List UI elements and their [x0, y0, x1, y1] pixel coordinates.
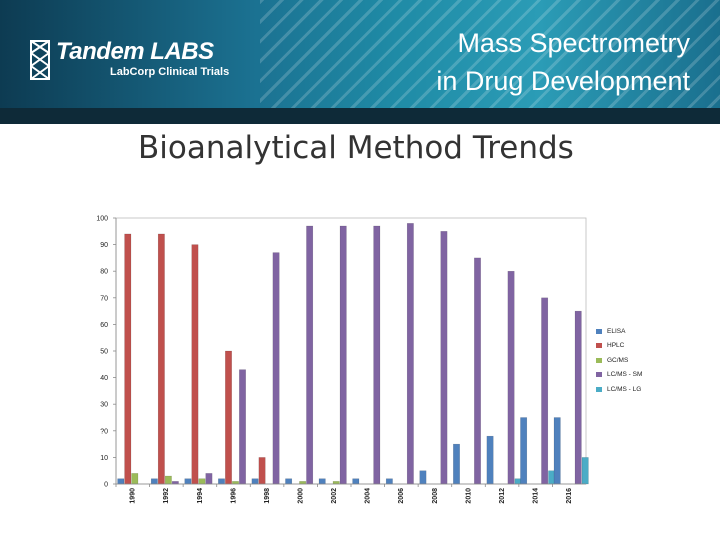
x-tick-label: 2014: [532, 488, 539, 504]
x-tick-label: 2006: [398, 488, 405, 504]
x-tick-label: 2000: [297, 488, 304, 504]
legend-label: LC/MS - SM: [607, 371, 643, 379]
bar: [541, 297, 549, 485]
bar: [272, 252, 280, 485]
bar: [117, 478, 125, 485]
y-tick-label: 80: [100, 269, 108, 276]
x-tick-label: 2012: [499, 488, 506, 504]
chart-legend: ELISA HPLC GC/MS LC/MS - SM LC/MS - LG: [596, 324, 642, 397]
bar: [258, 457, 266, 485]
slide-heading: Bioanalytical Method Trends: [138, 130, 574, 166]
bar: [124, 233, 132, 485]
legend-swatch: [596, 372, 602, 378]
x-tick-label: 1996: [230, 488, 237, 504]
y-tick-label: 100: [96, 216, 108, 223]
legend-item: ELISA: [596, 324, 642, 339]
y-tick-label: 70: [100, 295, 108, 302]
bar: [453, 443, 460, 485]
logo-subtitle: LabCorp Clinical Trials: [110, 66, 230, 78]
legend-item: GC/MS: [596, 353, 642, 368]
bar: [285, 478, 293, 485]
legend-item: LC/MS - LG: [596, 382, 642, 397]
x-tick-label: 2008: [432, 488, 439, 504]
logo-mark-icon: [30, 40, 50, 80]
logo-name: Tandem LABS: [56, 38, 214, 65]
bar: [581, 457, 589, 485]
bar: [198, 478, 206, 485]
company-logo: Tandem LABS LabCorp Clinical Trials: [30, 38, 250, 82]
bar: [574, 310, 582, 485]
bar: [191, 244, 199, 485]
title-line-1: Mass Spectrometry: [457, 28, 690, 58]
legend-label: ELISA: [607, 327, 626, 335]
bar: [486, 435, 494, 485]
bar: [239, 369, 246, 485]
bar: [218, 478, 225, 485]
legend-label: HPLC: [607, 342, 625, 350]
y-tick-label: 60: [100, 322, 108, 329]
header-banner: Tandem LABS LabCorp Clinical Trials Mass…: [0, 0, 720, 108]
legend-label: LC/MS - LG: [607, 385, 642, 393]
y-tick-label: 30: [100, 402, 108, 409]
x-tick-label: 1990: [130, 488, 137, 504]
legend-swatch: [596, 343, 602, 349]
bar: [150, 478, 158, 485]
bar: [352, 478, 360, 485]
bar: [385, 478, 393, 485]
bar: [205, 473, 213, 485]
x-tick-label: 1994: [197, 488, 204, 504]
bar: [251, 478, 259, 485]
x-tick-label: 2010: [465, 488, 472, 504]
bar: [164, 475, 172, 485]
legend-swatch: [596, 386, 602, 392]
banner-strip: [0, 108, 720, 124]
banner-texture: [260, 0, 720, 108]
y-tick-label: 90: [100, 242, 108, 249]
bar: [339, 225, 347, 485]
y-tick-label: 50: [100, 349, 108, 356]
bar: [184, 478, 192, 485]
bar: [306, 225, 314, 485]
title-line-2: in Drug Development: [436, 66, 690, 96]
presentation-title: Mass Spectrometry in Drug Development: [350, 24, 690, 100]
bar: [520, 417, 528, 485]
bar: [318, 478, 326, 485]
bar: [474, 257, 481, 485]
x-tick-label: 2004: [365, 488, 372, 504]
legend-item: LC/MS - SM: [596, 368, 642, 383]
x-tick-label: 2002: [331, 488, 338, 504]
bar: [373, 225, 381, 485]
bar: [553, 417, 561, 485]
legend-swatch: [596, 357, 602, 363]
bar: [419, 470, 427, 485]
bar: [406, 223, 414, 485]
legend-label: GC/MS: [607, 356, 629, 364]
bar: [507, 270, 515, 485]
legend-item: HPLC: [596, 339, 642, 354]
bar: [225, 350, 232, 485]
x-tick-label: 1992: [163, 488, 170, 504]
y-tick-label: 40: [100, 375, 108, 382]
bar: [131, 473, 139, 485]
y-tick-label: 10: [100, 455, 108, 462]
bar: [440, 231, 448, 485]
bar-chart: 0 10 ?0 30 40 50 60 70 80 90 100 1990 1992 1994 1996 19…: [96, 216, 589, 504]
x-tick-label: 1998: [264, 488, 271, 504]
y-tick-label: ?0: [100, 428, 108, 435]
legend-swatch: [596, 328, 602, 334]
y-tick-label: 0: [104, 482, 108, 489]
plot-area: [115, 217, 587, 485]
x-tick-label: 2016: [566, 488, 573, 504]
bar: [157, 233, 165, 485]
